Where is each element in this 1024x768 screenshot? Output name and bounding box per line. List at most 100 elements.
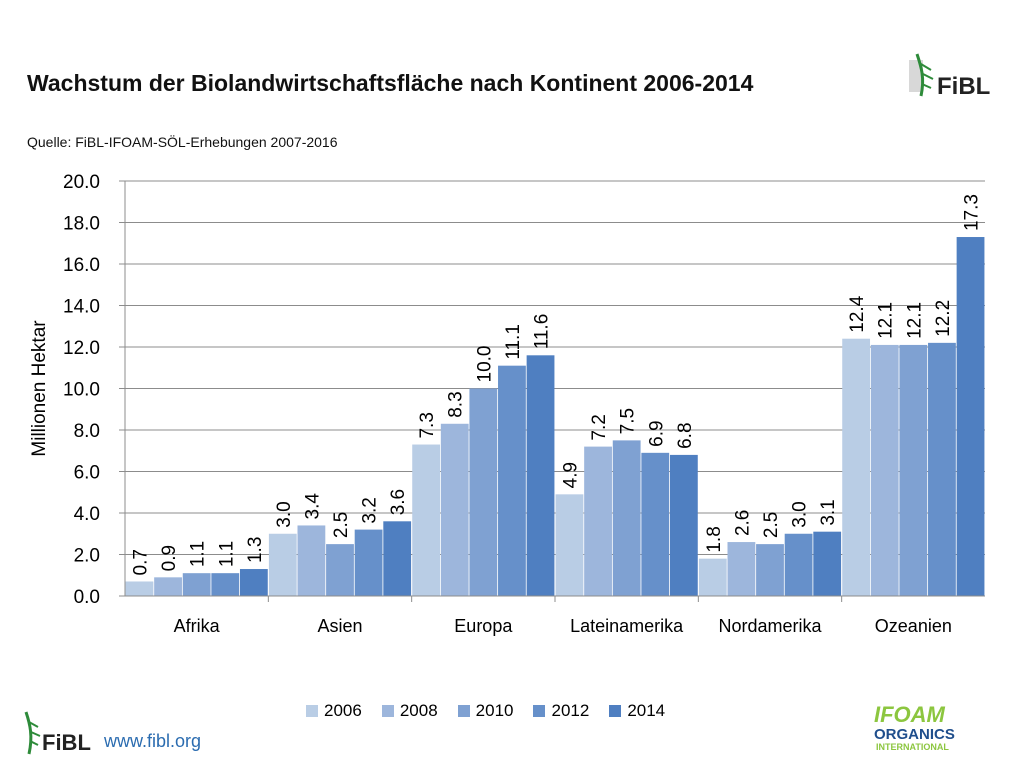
y-tick-label: 0.0 — [74, 587, 100, 608]
legend-swatch — [533, 705, 546, 717]
logo-leaf-stem — [915, 53, 925, 97]
y-tick-label: 18.0 — [63, 214, 100, 235]
ifoam-logo-sub2: INTERNATIONAL — [876, 742, 949, 752]
data-label: 6.9 — [646, 420, 667, 446]
legend-label: 2010 — [475, 701, 514, 720]
category-label: Afrika — [174, 616, 221, 636]
data-label: 2.5 — [761, 512, 782, 538]
bar — [727, 542, 756, 596]
data-label: 12.1 — [876, 302, 897, 339]
bar — [211, 573, 240, 596]
data-label: 3.1 — [818, 499, 839, 525]
bars — [125, 237, 985, 596]
fibl-logo: FiBL — [909, 53, 990, 100]
legend-item: 2008 — [381, 701, 438, 721]
legend-swatch — [609, 705, 622, 717]
data-label: 0.9 — [159, 545, 180, 571]
category-label: Lateinamerika — [570, 616, 684, 636]
y-tick-label: 4.0 — [74, 504, 100, 525]
legend-item: 2010 — [457, 701, 514, 721]
bar — [469, 388, 498, 596]
bar — [526, 355, 555, 596]
data-label: 3.2 — [360, 497, 381, 523]
legend-item: 2006 — [306, 701, 362, 721]
logo-leaf-marks — [920, 63, 934, 89]
data-label: 3.6 — [388, 489, 409, 515]
data-label: 4.9 — [560, 462, 581, 488]
data-label: 3.4 — [302, 493, 323, 520]
data-label: 7.3 — [417, 412, 438, 438]
bar — [412, 444, 441, 596]
data-label: 6.8 — [675, 422, 696, 448]
logo-leaf-marks-small — [28, 721, 41, 746]
data-label: 12.1 — [904, 302, 925, 339]
bar — [756, 544, 784, 596]
data-label: 8.3 — [446, 391, 467, 417]
bar — [669, 454, 698, 596]
data-label: 1.8 — [704, 526, 725, 552]
ifoam-logo-text: IFOAM — [874, 702, 946, 727]
legend-label: 2012 — [551, 701, 590, 720]
data-label: 3.0 — [790, 501, 811, 527]
chart-title: Wachstum der Biolandwirtschaftsfläche na… — [27, 70, 754, 96]
bar — [928, 342, 956, 596]
legend-swatch — [306, 705, 318, 717]
bar — [182, 573, 211, 596]
y-tick-label: 20.0 — [63, 172, 100, 193]
legend-item: 2014 — [609, 701, 665, 721]
y-tick-label: 8.0 — [74, 421, 100, 442]
category-label: Europa — [454, 616, 513, 636]
data-label: 17.3 — [962, 194, 983, 231]
legend-label: 2008 — [399, 701, 438, 720]
data-label: 1.3 — [245, 537, 266, 563]
logo-gray-block — [909, 60, 923, 92]
bar — [870, 344, 899, 596]
fibl-logo-small-text: FiBL — [42, 730, 91, 755]
ifoam-logo: IFOAM ORGANICS INTERNATIONAL — [874, 702, 955, 752]
data-label: 12.2 — [933, 300, 954, 337]
fibl-logo-small: FiBL — [24, 711, 91, 755]
data-label: 1.1 — [216, 541, 237, 567]
data-label: 3.0 — [274, 501, 295, 527]
bar — [612, 440, 641, 596]
ifoam-logo-sub: ORGANICS — [874, 726, 955, 743]
data-labels: 0.7 0.9 1.1 1.1 1.3 3.0 3.4 2.5 3.2 3.6 7.3 8.3 10.0… — [130, 194, 982, 575]
website-link[interactable]: www.fibl.org — [104, 731, 202, 751]
y-tick-label: 2.0 — [74, 546, 100, 567]
bar — [641, 452, 670, 596]
y-tick-label: 16.0 — [63, 255, 100, 276]
bar — [498, 365, 526, 596]
data-label: 2.6 — [732, 510, 753, 536]
bar — [698, 558, 727, 596]
data-label: 7.2 — [589, 414, 610, 440]
data-label: 7.5 — [618, 408, 639, 434]
bar — [268, 533, 297, 596]
bar — [784, 533, 813, 596]
bar — [297, 525, 326, 596]
category-label: Asien — [317, 616, 362, 636]
bar — [354, 529, 383, 596]
bar — [154, 577, 182, 596]
legend-label: 2006 — [324, 701, 362, 720]
legend: 2006 2008 2010 2012 2014 — [306, 701, 665, 721]
legend-item: 2012 — [533, 701, 589, 721]
data-label: 2.5 — [331, 512, 352, 538]
bar — [383, 521, 412, 596]
y-tick-label: 14.0 — [63, 297, 100, 318]
data-label: 10.0 — [474, 346, 495, 383]
bar — [813, 531, 842, 596]
y-tick-label: 10.0 — [63, 380, 100, 401]
bar — [555, 494, 584, 596]
bar — [956, 237, 985, 596]
bar — [899, 344, 928, 596]
y-axis-title: Millionen Hektar — [29, 320, 50, 457]
y-tick-label: 6.0 — [74, 463, 100, 484]
category-label: Nordamerika — [718, 616, 822, 636]
bar — [440, 423, 469, 596]
data-label: 1.1 — [188, 541, 209, 567]
logo-leaf-stem-small — [24, 711, 33, 755]
bar — [125, 581, 154, 596]
legend-swatch — [457, 705, 470, 717]
bar — [326, 544, 354, 596]
